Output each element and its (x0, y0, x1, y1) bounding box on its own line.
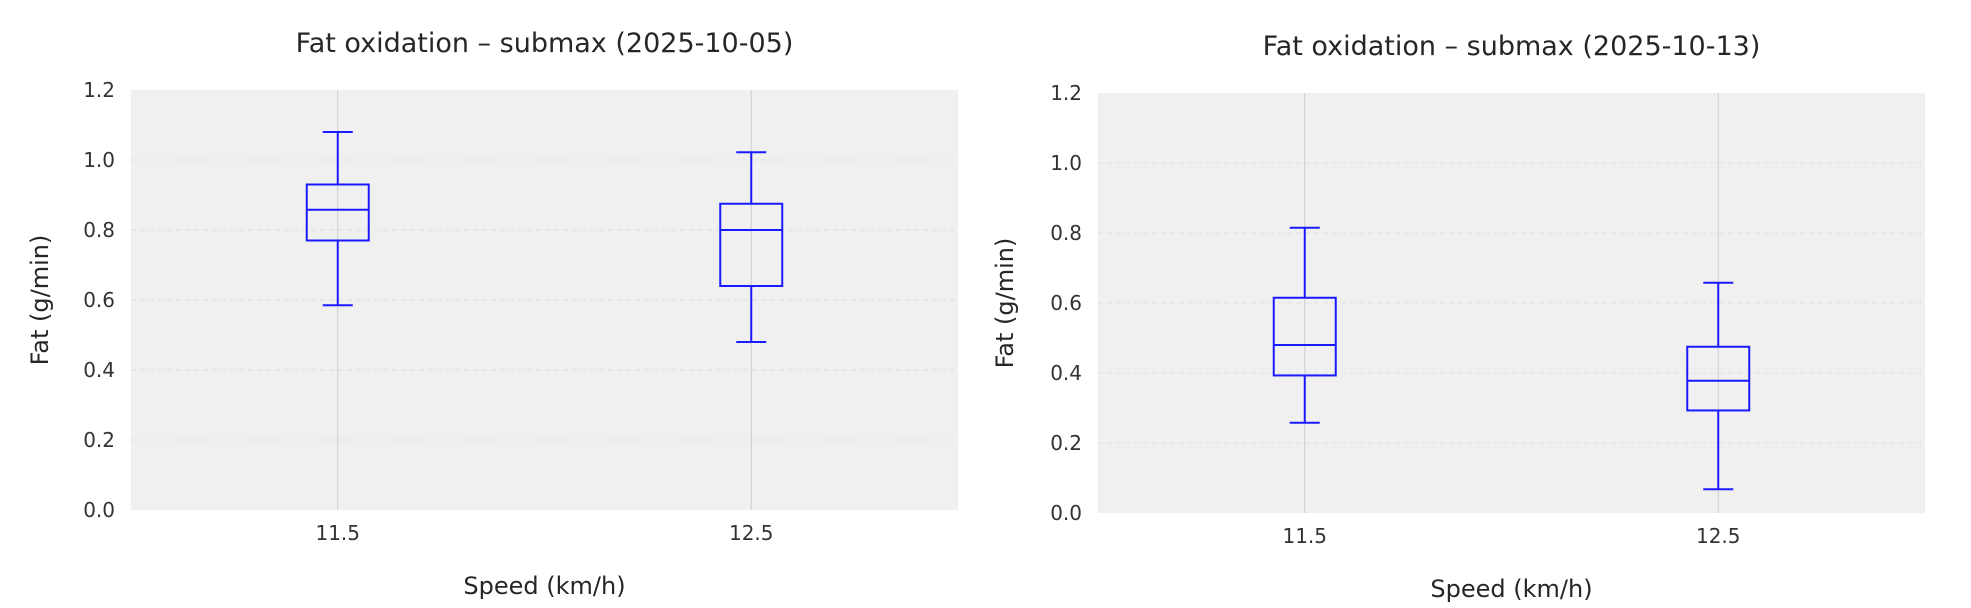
y-tick-label: 0.0 (83, 498, 115, 522)
y-tick-label: 0.4 (1050, 361, 1082, 385)
x-tick-label: 12.5 (1696, 524, 1741, 548)
x-tick-label: 11.5 (315, 521, 360, 545)
x-tick-label: 11.5 (1282, 524, 1327, 548)
y-tick-label: 0.2 (1050, 431, 1082, 455)
y-tick-label: 0.6 (1050, 291, 1082, 315)
chart-title: Fat oxidation – submax (2025-10-05) (296, 28, 794, 59)
y-tick-label: 0.4 (83, 358, 115, 382)
box-12.5 (719, 151, 784, 343)
y-tick-label: 1.2 (83, 78, 115, 102)
box-12.5 (1686, 281, 1751, 491)
box-11.5 (305, 131, 370, 307)
iqr-box (1686, 345, 1751, 412)
iqr-box (719, 202, 784, 287)
iqr-box (305, 183, 370, 242)
y-tick-label: 1.0 (83, 148, 115, 172)
chart-panel-1: 0.0 0.2 0.4 0.6 0.8 1.0 1.2 11.5 12.5 Fat oxidati… (26, 28, 958, 600)
chart-title: Fat oxidation – submax (2025-10-13) (1263, 31, 1761, 62)
iqr-box (1272, 296, 1337, 377)
y-tick-label: 0.6 (83, 288, 115, 312)
x-axis-label: Speed (km/h) (1430, 575, 1592, 603)
y-tick-label: 0.8 (83, 218, 115, 242)
y-axis-label: Fat (g/min) (991, 238, 1019, 369)
y-tick-label: 0.2 (83, 428, 115, 452)
y-tick-label: 0.8 (1050, 221, 1082, 245)
x-tick-label: 12.5 (729, 521, 774, 545)
y-tick-label: 1.0 (1050, 151, 1082, 175)
box-11.5 (1272, 226, 1337, 424)
y-tick-label: 1.2 (1050, 81, 1082, 105)
x-axis-label: Speed (km/h) (463, 572, 625, 600)
chart-panel-2: 0.0 0.2 0.4 0.6 0.8 1.0 1.2 11.5 12.5 Fat oxidati… (991, 31, 1925, 603)
y-axis-label: Fat (g/min) (26, 235, 54, 366)
y-tick-label: 0.0 (1050, 501, 1082, 525)
